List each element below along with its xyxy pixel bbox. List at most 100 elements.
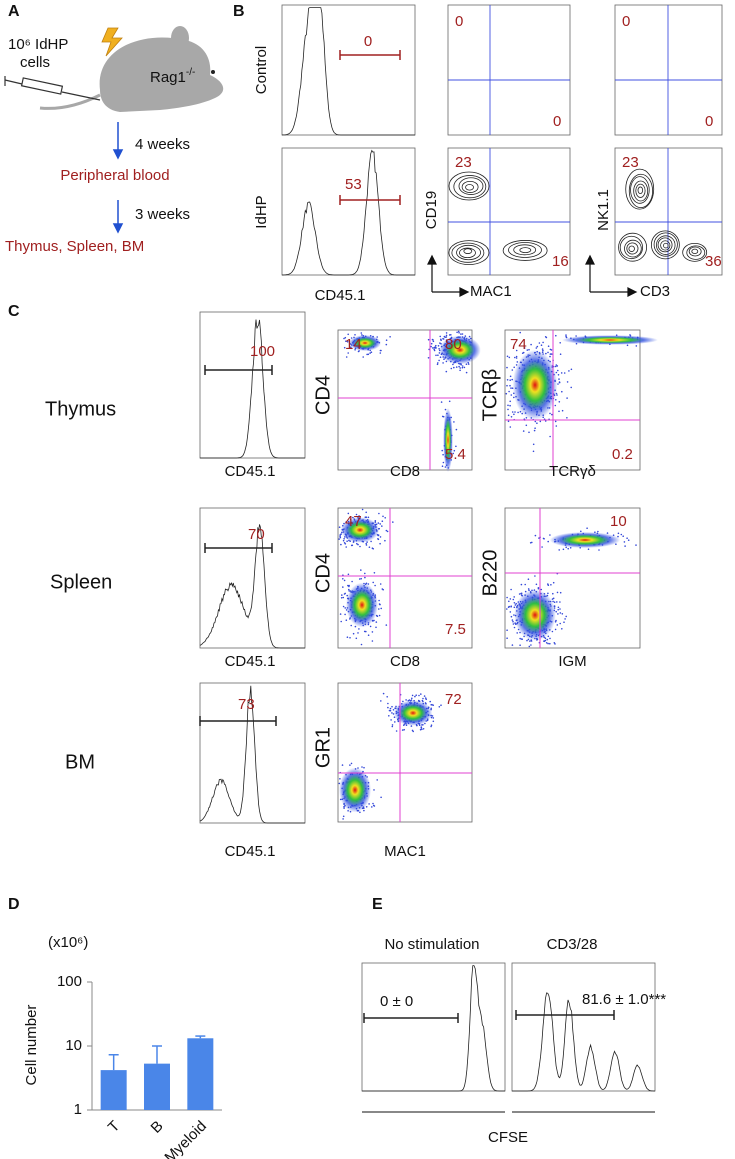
density [439,335,481,365]
event-dot [389,336,391,338]
contour [657,237,673,253]
event-dot [535,347,538,349]
event-dot [375,626,377,629]
event-dot [557,383,559,385]
mouse-ear [171,26,189,50]
event-dot [623,541,626,543]
event-dot [372,802,374,805]
event-dot [380,700,382,702]
event-dot [344,613,346,616]
event-dot [545,336,548,339]
event-dot [513,602,516,604]
event-dot [453,366,455,369]
event-dot [341,594,343,596]
event-dot [380,607,383,610]
event-dot [431,338,434,341]
event-dot [452,452,455,455]
axis-label: CD3 [640,283,670,300]
event-dot [338,526,341,528]
event-dot [557,606,560,609]
event-dot [461,365,464,367]
event-dot [432,717,435,719]
contour [682,242,708,262]
event-dot [372,548,375,550]
panel-label: C [8,303,20,320]
contour [653,232,678,257]
event-dot [550,584,552,586]
quadrant-label: 36 [705,253,722,270]
event-dot [554,621,557,623]
step-text: 3 weeks [135,206,190,223]
event-dot [364,516,367,518]
event-dot [513,413,515,416]
event-dot [570,368,573,371]
axis-label: CD19 [423,191,440,229]
event-dot [587,548,590,550]
event-dot [580,530,582,533]
event-dot [538,342,541,344]
event-dot [347,352,350,354]
event-dot [427,357,430,359]
y-tick-label: 100 [57,973,82,990]
event-dot [377,534,380,536]
gate-label: 0 [364,33,372,50]
event-dot [346,341,349,343]
y-tick-label: 10 [65,1037,82,1054]
plot-frame [199,507,306,649]
event-dot [555,364,558,366]
cells-text: cells [20,54,50,71]
contour [463,248,473,254]
event-dot [617,532,620,535]
event-dot [558,378,560,380]
event-dot [565,334,567,336]
event-dot [554,365,557,368]
event-dot [342,539,345,542]
event-dot [563,372,566,374]
plot-frame [337,329,473,471]
event-dot [544,639,547,642]
event-dot [552,597,555,600]
density [339,767,371,813]
event-dot [444,408,447,411]
event-dot [349,764,351,766]
event-dot [347,512,350,515]
event-dot [541,546,543,548]
event-dot [365,511,368,514]
event-dot [556,394,558,396]
event-dot [561,390,563,393]
event-dot [340,543,342,546]
axis-label: NK1.1 [595,189,612,231]
event-dot [510,605,512,607]
density [349,335,381,351]
density [512,349,558,421]
plot-frame [614,4,723,136]
contour [633,180,649,202]
event-dot [549,355,551,358]
contour [458,177,484,195]
event-dot [559,622,561,625]
event-dot [421,724,423,726]
axis-label: CD45.1 [225,653,276,670]
event-dot [511,411,514,413]
panel-label: E [372,896,383,913]
event-dot [442,415,445,418]
event-dot [392,709,395,711]
plot-frame [281,147,416,276]
event-dot [433,348,436,351]
event-dot [507,420,510,423]
axis-label: TCRγδ [549,463,596,480]
event-dot [512,623,515,625]
axis-label: CD45.1 [225,463,276,480]
event-dot [468,335,471,338]
contour [630,176,650,204]
contour [656,235,676,255]
event-dot [512,598,515,601]
y-axis-label: Cell number [23,1005,40,1086]
x-tick-label: Myeloid [161,1118,210,1159]
event-dot [557,369,559,372]
event-dot [514,604,517,606]
quadrant-label: 0 [553,113,561,130]
event-dot [343,337,345,340]
event-dot [461,333,464,335]
